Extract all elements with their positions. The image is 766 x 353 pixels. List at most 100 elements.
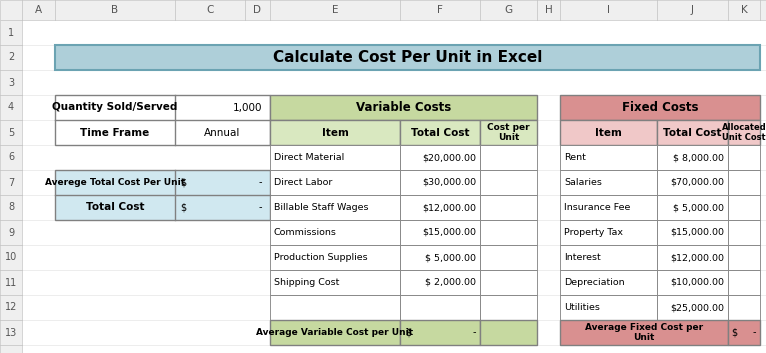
Text: $ 8,000.00: $ 8,000.00: [673, 153, 724, 162]
Text: 8: 8: [8, 203, 14, 213]
Text: Direct Labor: Direct Labor: [274, 178, 332, 187]
Bar: [480, 320, 537, 345]
Bar: [270, 245, 400, 270]
Bar: [400, 270, 480, 295]
Bar: [480, 245, 537, 270]
Bar: [270, 270, 400, 295]
Text: Insurance Fee: Insurance Fee: [564, 203, 630, 212]
Text: -: -: [258, 178, 262, 187]
Text: Depreciation: Depreciation: [564, 278, 624, 287]
Bar: [400, 145, 480, 170]
Text: 1: 1: [8, 28, 14, 37]
Text: $: $: [405, 328, 411, 337]
Text: Shipping Cost: Shipping Cost: [274, 278, 339, 287]
Text: 7: 7: [8, 178, 14, 187]
Text: E: E: [332, 5, 339, 15]
Bar: [560, 320, 728, 345]
Bar: [560, 220, 657, 245]
Bar: [657, 120, 728, 145]
Text: G: G: [505, 5, 512, 15]
Bar: [728, 170, 760, 195]
Bar: [480, 145, 537, 170]
Bar: [560, 195, 657, 220]
Bar: [270, 120, 400, 145]
Bar: [270, 145, 400, 170]
Text: Item: Item: [322, 127, 349, 138]
Text: B: B: [111, 5, 119, 15]
Text: Property Tax: Property Tax: [564, 228, 623, 237]
Text: Utilities: Utilities: [564, 303, 600, 312]
Bar: [560, 295, 657, 320]
Text: $15,000.00: $15,000.00: [670, 228, 724, 237]
Text: Interest: Interest: [564, 253, 601, 262]
Bar: [400, 195, 480, 220]
Bar: [728, 145, 760, 170]
Text: I: I: [607, 5, 610, 15]
Bar: [728, 220, 760, 245]
Text: Variable Costs: Variable Costs: [356, 101, 451, 114]
Text: H: H: [545, 5, 552, 15]
Bar: [270, 95, 537, 120]
Text: Production Supplies: Production Supplies: [274, 253, 368, 262]
Bar: [480, 170, 537, 195]
Text: $ 2,000.00: $ 2,000.00: [425, 278, 476, 287]
Text: Salaries: Salaries: [564, 178, 602, 187]
Text: $70,000.00: $70,000.00: [670, 178, 724, 187]
Text: Total Cost: Total Cost: [411, 127, 470, 138]
Text: $20,000.00: $20,000.00: [422, 153, 476, 162]
Bar: [560, 170, 657, 195]
Bar: [400, 120, 480, 145]
Bar: [400, 170, 480, 195]
Text: Average Variable Cost per Unit: Average Variable Cost per Unit: [257, 328, 414, 337]
Text: $: $: [180, 178, 186, 187]
Bar: [400, 320, 480, 345]
Text: A: A: [35, 5, 42, 15]
Text: 11: 11: [5, 277, 17, 287]
Text: Billable Staff Wages: Billable Staff Wages: [274, 203, 368, 212]
Bar: [728, 295, 760, 320]
Text: Quantity Sold/Served: Quantity Sold/Served: [52, 102, 178, 113]
Text: $: $: [180, 203, 186, 213]
Text: -: -: [473, 328, 476, 337]
Text: Fixed Costs: Fixed Costs: [622, 101, 699, 114]
Text: $15,000.00: $15,000.00: [422, 228, 476, 237]
Text: $12,000.00: $12,000.00: [422, 203, 476, 212]
Bar: [657, 245, 728, 270]
Text: Annual: Annual: [205, 127, 241, 138]
Text: Time Frame: Time Frame: [80, 127, 149, 138]
Text: 6: 6: [8, 152, 14, 162]
Bar: [728, 120, 760, 145]
Text: K: K: [741, 5, 748, 15]
Bar: [480, 295, 537, 320]
Text: 2: 2: [8, 53, 14, 62]
Bar: [480, 120, 537, 145]
Text: C: C: [206, 5, 214, 15]
Text: Direct Material: Direct Material: [274, 153, 344, 162]
Bar: [560, 120, 657, 145]
Text: 3: 3: [8, 78, 14, 88]
Bar: [657, 145, 728, 170]
Bar: [55, 170, 270, 220]
Bar: [400, 295, 480, 320]
Bar: [270, 170, 400, 195]
Text: Item: Item: [595, 127, 622, 138]
Text: $: $: [731, 328, 737, 337]
Text: $12,000.00: $12,000.00: [670, 253, 724, 262]
Text: $30,000.00: $30,000.00: [422, 178, 476, 187]
Text: Cost per
Unit: Cost per Unit: [487, 123, 530, 142]
Bar: [657, 220, 728, 245]
Bar: [728, 320, 760, 345]
Bar: [560, 145, 657, 170]
Text: 13: 13: [5, 328, 17, 337]
Bar: [560, 270, 657, 295]
Text: $25,000.00: $25,000.00: [670, 303, 724, 312]
Bar: [728, 245, 760, 270]
Text: Total Cost: Total Cost: [663, 127, 722, 138]
Text: Allocated
Unit Cost: Allocated Unit Cost: [722, 123, 766, 142]
Text: Averege Total Cost Per Unit: Averege Total Cost Per Unit: [45, 178, 185, 187]
Bar: [657, 295, 728, 320]
Bar: [728, 270, 760, 295]
Bar: [400, 245, 480, 270]
Bar: [560, 95, 760, 120]
Text: 5: 5: [8, 127, 14, 138]
